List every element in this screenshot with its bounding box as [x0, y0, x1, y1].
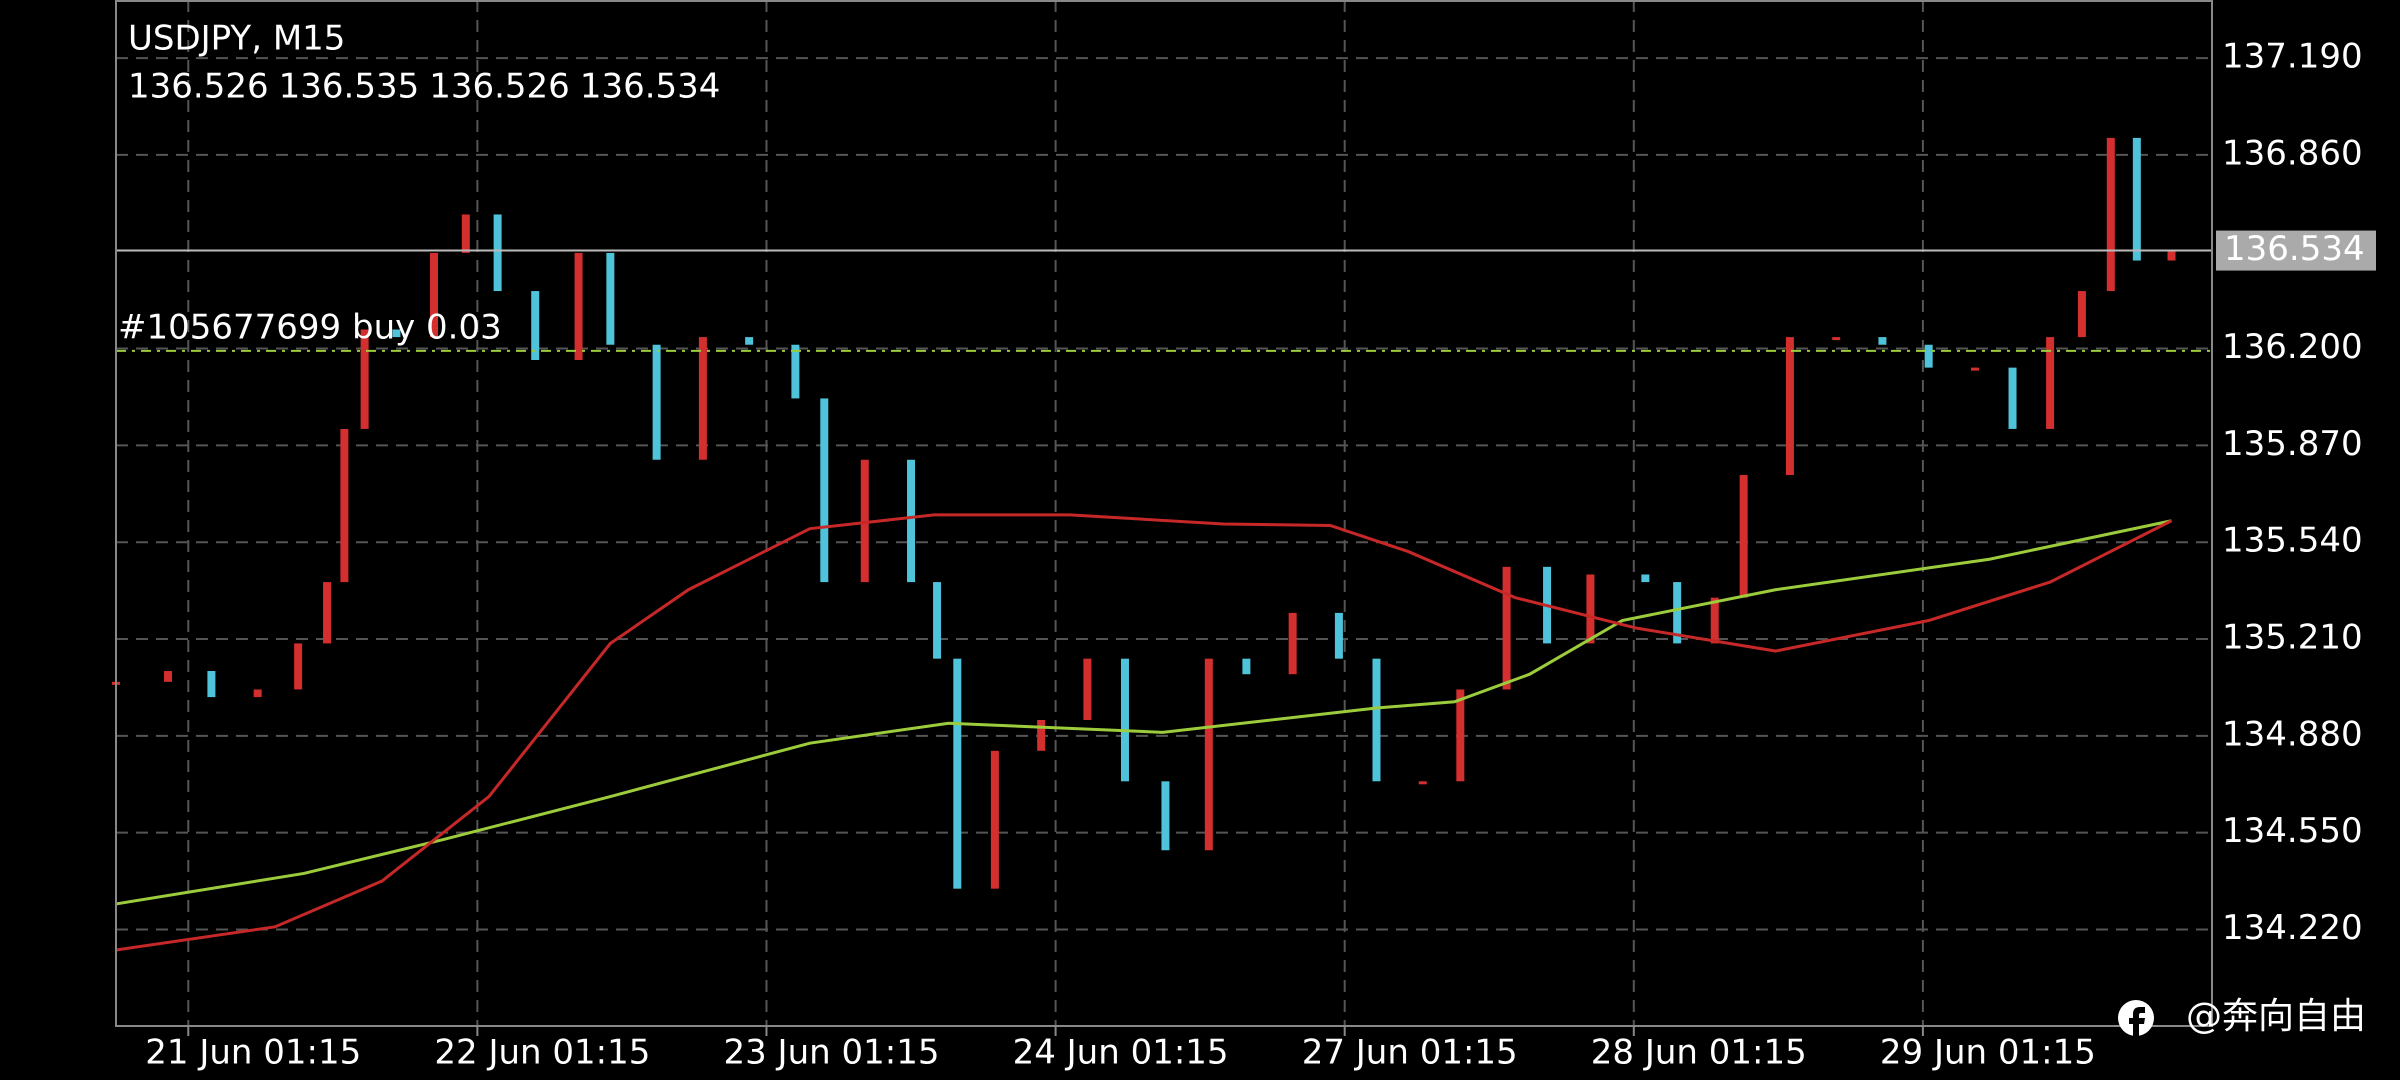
- price-bar: [1739, 475, 1748, 598]
- price-bar: [652, 344, 661, 460]
- price-bar: [2008, 367, 2017, 429]
- price-bar: [820, 398, 829, 583]
- price-bar: [1288, 612, 1297, 675]
- marks: [112, 137, 2212, 952]
- y-tick-label: 136.200: [2222, 327, 2363, 367]
- price-label-box: [2216, 230, 2376, 271]
- price-bar: [493, 214, 502, 292]
- chart-title: USDJPY, M15: [128, 19, 345, 59]
- price-bar: [2167, 250, 2176, 261]
- price-bar: [1037, 719, 1046, 751]
- price-bar: [1161, 781, 1170, 851]
- y-tick-label: 134.880: [2222, 714, 2363, 754]
- price-bar: [1586, 574, 1595, 644]
- price-bar: [2106, 137, 2115, 292]
- x-tick-label: 24 Jun 01:15: [1013, 1033, 1229, 1073]
- y-tick-label: 134.220: [2222, 908, 2363, 948]
- watermark-icon: [2118, 1000, 2154, 1036]
- grid: [116, 0, 2212, 1026]
- ohlc-value: 136.526: [429, 67, 570, 107]
- price-bar: [860, 459, 869, 583]
- price-bar: [531, 291, 540, 360]
- price-bar: [574, 252, 583, 360]
- price-bar: [323, 582, 332, 644]
- price-bar: [791, 344, 800, 399]
- price-bar: [1502, 566, 1511, 690]
- price-bar: [2132, 137, 2141, 261]
- price-bar: [1832, 337, 1841, 341]
- x-tick-label: 27 Jun 01:15: [1302, 1033, 1518, 1073]
- x-tick-label: 22 Jun 01:15: [434, 1033, 650, 1073]
- price-bar: [1334, 612, 1343, 659]
- x-tick-label: 21 Jun 01:15: [145, 1033, 361, 1073]
- price-bar: [1204, 658, 1213, 851]
- watermark: @奔向自由: [2186, 996, 2366, 1037]
- price-bar: [990, 750, 999, 889]
- price-bar: [1673, 582, 1682, 644]
- price-bar: [1242, 658, 1251, 675]
- y-tick-label: 136.860: [2222, 133, 2363, 173]
- price-bar: [207, 670, 216, 698]
- order-label: #105677699 buy 0.03: [118, 307, 502, 347]
- price-bar: [606, 252, 615, 345]
- price-bar: [933, 582, 942, 659]
- x-tick-label: 23 Jun 01:15: [723, 1033, 939, 1073]
- price-bar: [340, 428, 349, 583]
- y-tick-label: 135.210: [2222, 618, 2363, 658]
- y-tick-label: 134.550: [2222, 811, 2363, 851]
- price-bar: [360, 329, 369, 429]
- price-bar: [1456, 689, 1465, 782]
- moving-average: [115, 519, 2172, 906]
- price-bar: [164, 670, 173, 682]
- ohlc-value: 136.535: [279, 67, 420, 107]
- price-bar: [2046, 337, 2055, 429]
- price-bar: [953, 658, 962, 889]
- price-bar: [253, 689, 262, 698]
- price-bar: [294, 643, 303, 690]
- price-bar: [1418, 781, 1427, 785]
- moving-average: [115, 513, 2173, 952]
- y-tick-label: 135.870: [2222, 424, 2363, 464]
- price-bar: [2077, 291, 2086, 338]
- price-bar: [1641, 574, 1650, 583]
- x-tick-label: 28 Jun 01:15: [1591, 1033, 1807, 1073]
- price-bar: [1120, 658, 1129, 782]
- price-bar: [392, 329, 401, 338]
- y-tick-label: 137.190: [2222, 37, 2363, 77]
- price-bar: [907, 459, 916, 583]
- price-bar: [430, 252, 439, 338]
- price-bar: [698, 337, 707, 460]
- price-bar: [1878, 337, 1887, 345]
- price-bar: [461, 214, 470, 253]
- price-bar: [1970, 367, 1979, 371]
- y-tick-label: 135.540: [2222, 521, 2363, 561]
- price-bar: [1372, 658, 1381, 782]
- ohlc-value: 136.526: [128, 67, 269, 107]
- ohlc-value: 136.534: [580, 67, 721, 107]
- price-bar: [1924, 344, 1933, 368]
- x-tick-label: 29 Jun 01:15: [1880, 1033, 2096, 1073]
- ohlc: 136.526 136.535 136.526 136.534: [128, 67, 720, 107]
- price-bar: [1083, 658, 1092, 720]
- price-label: 136.534: [2224, 229, 2365, 269]
- price-bar: [1710, 597, 1719, 644]
- plot-border: [115, 0, 2213, 1027]
- price-bar: [745, 337, 754, 345]
- price-bar: [1785, 337, 1794, 476]
